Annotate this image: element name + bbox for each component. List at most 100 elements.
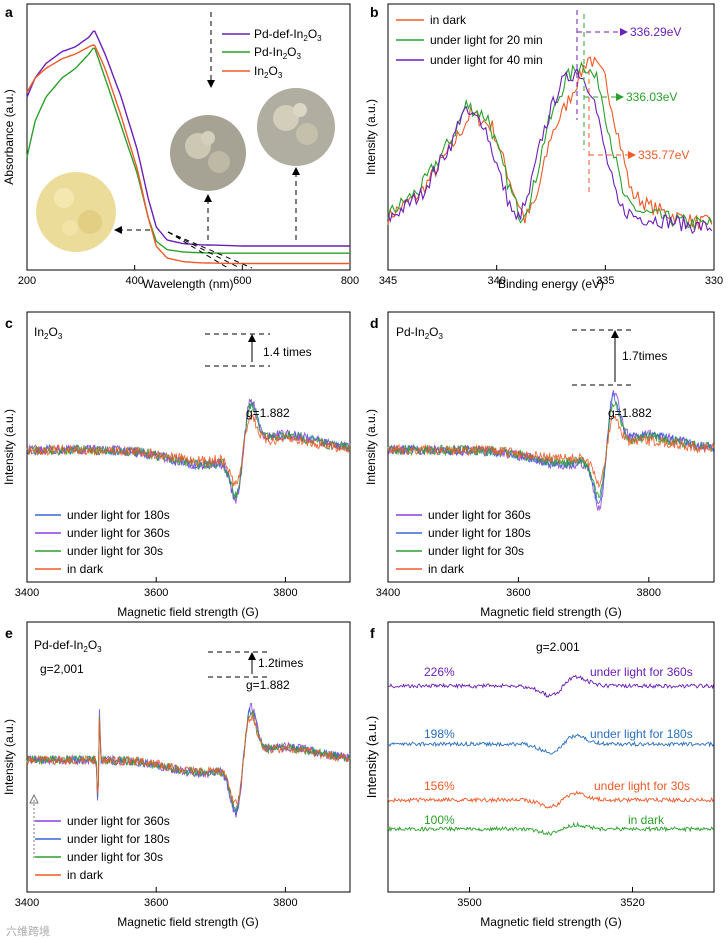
panel-e: e 3400 3600 3800 Magnetic field strength (…	[2, 621, 351, 929]
panel-e-legend: under light for 360s under light for 180s…	[35, 814, 170, 882]
panel-b-frame	[387, 3, 715, 271]
panel-b-ylabel: Intensity (a.u.)	[364, 99, 378, 175]
panel-f-line-3	[387, 821, 715, 836]
panel-d-legend-label-3: in dark	[428, 562, 465, 576]
panel-d-legend-label-0: under light for 360s	[428, 508, 531, 522]
panel-d-x-tick-label-0: 3400	[376, 587, 400, 599]
legend-a-in2o3-label: In2O3	[254, 64, 283, 80]
panel-f-name-3: in dark	[628, 813, 665, 827]
panel-f-letter: f	[370, 625, 375, 641]
panel-f-line-1	[387, 733, 715, 755]
powder-photo-in2o3	[36, 172, 116, 252]
panel-c-line-3	[26, 413, 351, 487]
panel-d-xlabel: Magnetic field strength (G)	[480, 605, 621, 619]
panel-c-frame	[26, 311, 351, 583]
panel-a-x-tick-label-0: 200	[18, 275, 36, 287]
panel-f: f 3500 3520 Magnetic field strength (G) I…	[364, 621, 715, 929]
panel-f-name-0: under light for 360s	[590, 665, 693, 679]
panel-b-x-tick-label-2: 335	[596, 275, 614, 287]
panel-e-xlabel: Magnetic field strength (G)	[117, 915, 258, 929]
panel-b-peak-markers: 336.29eV 336.03eV 335.77eV	[576, 10, 689, 192]
panel-c-series	[26, 398, 351, 504]
panel-d-legend-label-2: under light for 30s	[428, 544, 524, 558]
panel-b-x-tick-label-3: 330	[705, 275, 723, 287]
panel-b-line-1	[387, 60, 713, 230]
panel-e-x-tick-label-1: 3600	[144, 897, 168, 909]
panel-c-g-value: g=1.882	[246, 406, 290, 420]
panel-d-ticks: 3400 3600 3800	[376, 577, 661, 599]
panel-d-ylabel: Intensity (a.u.)	[364, 409, 378, 485]
panel-b-x-tick-label-1: 340	[487, 275, 505, 287]
peak-label-40min: 336.29eV	[630, 25, 681, 39]
panel-a-series	[26, 30, 350, 265]
panel-a-letter: a	[5, 4, 13, 20]
powder-photo-pd-in2o3	[170, 115, 246, 191]
panel-e-title: Pd-def-In2O3	[34, 638, 102, 654]
panel-c-legend-label-3: in dark	[67, 562, 104, 576]
panel-d-legend: under light for 360s under light for 180s…	[396, 508, 531, 576]
panel-a-line-2	[26, 44, 350, 265]
powder-photo-pd-def-in2o3	[257, 88, 335, 166]
panel-c-ticks: 3400 3600 3800	[15, 577, 298, 599]
panel-b-line-0	[387, 56, 713, 230]
panel-a-arrows	[114, 12, 300, 269]
panel-f-x-tick-label-1: 3520	[620, 897, 644, 909]
panel-c-x-tick-label-2: 3800	[273, 587, 297, 599]
panel-c-legend-label-0: under light for 180s	[67, 508, 170, 522]
panel-a: a 200 400 600 800 Wavelength (nm) Absorbanc…	[2, 3, 359, 291]
panel-e-ticks: 3400 3600 3800	[15, 887, 298, 909]
panel-c-ylabel: Intensity (a.u.)	[2, 409, 16, 485]
panel-d-x-tick-label-2: 3800	[637, 587, 661, 599]
panel-d-ratio: 1.7times	[622, 349, 667, 363]
panel-e-legend-label-3: in dark	[67, 868, 104, 882]
panel-e-markers	[29, 651, 270, 858]
panel-a-line-0	[26, 30, 350, 247]
peak-label-20min: 336.03eV	[626, 90, 677, 104]
panel-f-name-1: under light for 180s	[590, 727, 693, 741]
legend-a-pd-label: Pd-In2O3	[254, 45, 301, 61]
panel-e-letter: e	[5, 625, 13, 641]
panel-e-ratio: 1.2times	[258, 656, 303, 670]
panel-c-line-1	[26, 398, 351, 504]
panel-d-letter: d	[370, 315, 379, 331]
panel-a-x-tick-label-1: 400	[125, 275, 143, 287]
legend-b-dark: in dark	[430, 13, 467, 27]
panel-a-xlabel: Wavelength (nm)	[143, 277, 234, 291]
panel-f-line-2	[387, 790, 715, 809]
panel-b-series	[387, 56, 713, 234]
panel-f-x-tick-label-0: 3500	[457, 897, 481, 909]
panel-b-legend: in dark under light for 20 min under lig…	[396, 13, 543, 67]
panel-e-legend-label-2: under light for 30s	[67, 850, 163, 864]
panel-f-g-value: g=2.001	[536, 640, 580, 654]
panel-a-x-tick-label-3: 800	[341, 275, 359, 287]
panel-d-g-value: g=1.882	[608, 406, 652, 420]
panel-f-series: 226% under light for 360s 198% under light …	[387, 665, 715, 836]
panel-c-legend: under light for 180s under light for 360s…	[35, 508, 170, 576]
panel-f-pct-2: 156%	[424, 779, 455, 793]
panel-c-markers	[205, 333, 270, 367]
panel-b: b 345 340 335 330 Binding energy (eV) Inten…	[364, 3, 723, 291]
panel-e-ylabel: Intensity (a.u.)	[2, 719, 16, 795]
panel-a-x-tick-label-2: 600	[233, 275, 251, 287]
panel-a-legend: Pd-def-In2O3 Pd-In2O3 In2O3	[222, 27, 322, 80]
panel-e-x-tick-label-0: 3400	[15, 897, 39, 909]
panel-e-legend-label-1: under light for 180s	[67, 832, 170, 846]
panel-b-ticks: 345 340 335 330	[379, 265, 723, 287]
panel-a-ylabel: Absorbance (a.u.)	[2, 89, 16, 184]
panel-f-pct-3: 100%	[424, 813, 455, 827]
panel-f-xlabel: Magnetic field strength (G)	[480, 915, 621, 929]
panel-e-x-tick-label-2: 3800	[273, 897, 297, 909]
peak-label-dark: 335.77eV	[638, 148, 689, 162]
panel-e-line-1	[26, 707, 351, 816]
panel-c-title: In2O3	[34, 325, 63, 341]
panel-d: d 3400 3600 3800 Magnetic field strength (…	[364, 311, 715, 619]
panel-c: c 3400 3600 3800 Magnetic field strength (…	[2, 311, 351, 619]
panel-f-ylabel: Intensity (a.u.)	[364, 716, 379, 798]
panel-c-legend-label-1: under light for 360s	[67, 526, 170, 540]
panel-c-legend-label-2: under light for 30s	[67, 544, 163, 558]
watermark: 六维跨境	[6, 924, 50, 938]
panel-b-xlabel: Binding energy (eV)	[498, 277, 604, 291]
panel-f-line-0	[387, 674, 715, 698]
panel-a-ticks: 200 400 600 800	[18, 265, 359, 287]
panel-e-legend-label-0: under light for 360s	[67, 814, 170, 828]
